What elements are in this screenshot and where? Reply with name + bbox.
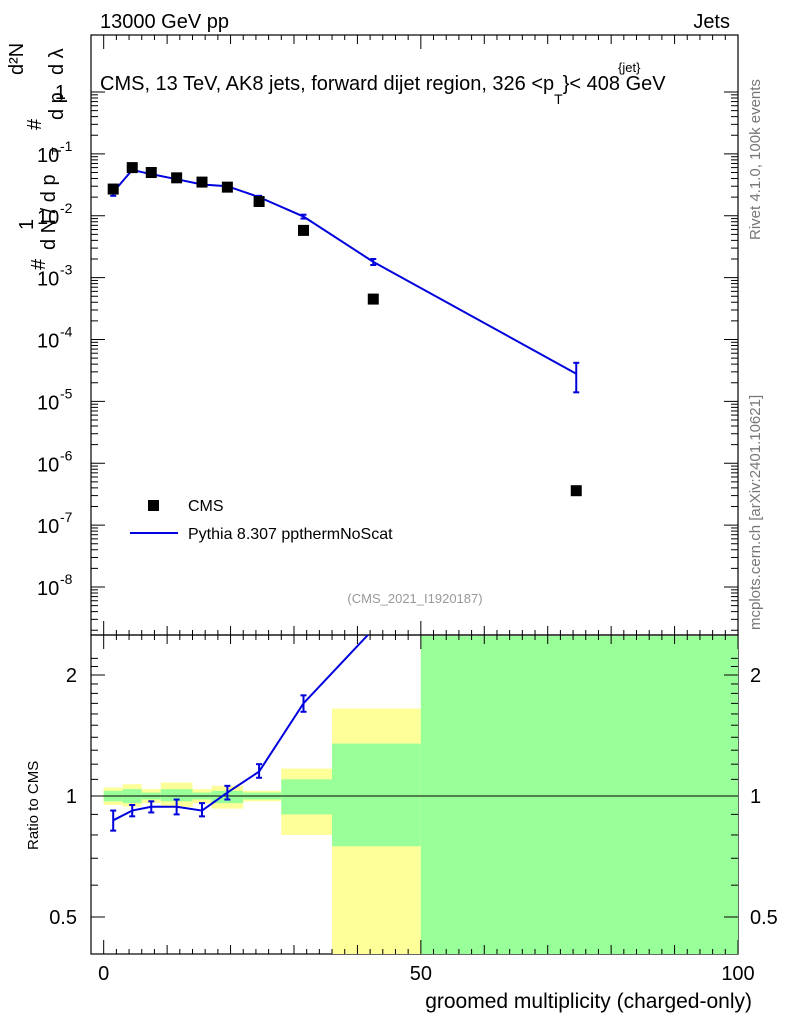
band-green [420, 636, 738, 954]
y-tick-exponent: -7 [60, 509, 73, 525]
y-tick-exponent: -3 [60, 262, 73, 278]
cms-point [126, 162, 138, 174]
x-tick-label: 100 [721, 963, 754, 985]
series-layer [107, 162, 582, 832]
svg-text:d N / d p: d N / d p [38, 174, 60, 250]
ratio-tick-label: 2 [66, 665, 77, 687]
svg-text:#: # [28, 258, 50, 270]
legend-label-cms: CMS [188, 498, 224, 515]
cms-point [570, 485, 582, 497]
cms-point [297, 224, 309, 236]
y-tick-exponent: -6 [60, 447, 73, 463]
chart-title: CMS, 13 TeV, AK8 jets, forward dijet reg… [100, 73, 666, 107]
header-right: Jets [693, 11, 730, 33]
x-tick-label: 50 [410, 963, 432, 985]
svg-text:1: 1 [16, 219, 38, 230]
legend-label-pythia: Pythia 8.307 ppthermNoScat [188, 526, 393, 543]
main-frame [90, 34, 739, 636]
x-tick-label: 0 [98, 963, 109, 985]
x-axis-label: groomed multiplicity (charged-only) [425, 990, 752, 1013]
pythia-line [112, 168, 577, 375]
band-green [160, 789, 193, 802]
y-tick-label: 1 [55, 82, 66, 104]
y-tick-exponent: -5 [60, 385, 73, 401]
y-tick-label: 10 [37, 207, 59, 229]
y-tick-label: 10 [37, 516, 59, 538]
svg-text:#: # [24, 118, 46, 130]
svg-text:T: T [49, 147, 64, 155]
ratio-tick-label-right: 0.5 [750, 907, 778, 929]
cms-point [107, 183, 119, 195]
ratio-tick-label: 0.5 [49, 907, 77, 929]
side-label-bottom: mcplots.cern.ch [arXiv:2401.10621] [747, 395, 764, 630]
cms-point [221, 181, 233, 193]
cms-point [171, 172, 183, 184]
y-axis-label: # 1 d N / d p T # d p d²N d λ [6, 43, 68, 270]
ratio-tick-label: 1 [66, 786, 77, 808]
svg-text:d²N: d²N [6, 43, 28, 75]
y-tick-label: 10 [37, 269, 59, 291]
band-green [281, 779, 333, 815]
y-tick-exponent: -8 [60, 571, 73, 587]
y-tick-label: 10 [37, 331, 59, 353]
cms-point [367, 293, 379, 305]
band-green [332, 743, 421, 847]
legend-marker-cms [148, 500, 159, 511]
y-tick-label: 10 [37, 454, 59, 476]
ratio-tick-label-right: 1 [750, 786, 761, 808]
cms-point [145, 167, 157, 179]
cms-point [196, 176, 208, 188]
ratio-y-label: Ratio to CMS [25, 761, 42, 850]
y-tick-label: 10 [37, 392, 59, 414]
analysis-tag: (CMS_2021_I1920187) [347, 591, 482, 606]
ratio-tick-label-right: 2 [750, 665, 761, 687]
y-tick-exponent: -1 [60, 138, 73, 154]
svg-text:d p: d p [46, 92, 68, 120]
y-tick-exponent: -4 [60, 324, 73, 340]
y-tick-label: 10 [37, 578, 59, 600]
header-left: 13000 GeV pp [100, 11, 229, 33]
y-tick-exponent: -2 [60, 200, 73, 216]
cms-point [253, 195, 265, 207]
side-label-top: Rivet 4.1.0, 100k events [747, 79, 764, 240]
uncertainty-bands [91, 636, 738, 954]
y-tick-label: 10 [37, 145, 59, 167]
title-superscript: {jet} [618, 60, 641, 75]
svg-text:d λ: d λ [46, 48, 68, 75]
